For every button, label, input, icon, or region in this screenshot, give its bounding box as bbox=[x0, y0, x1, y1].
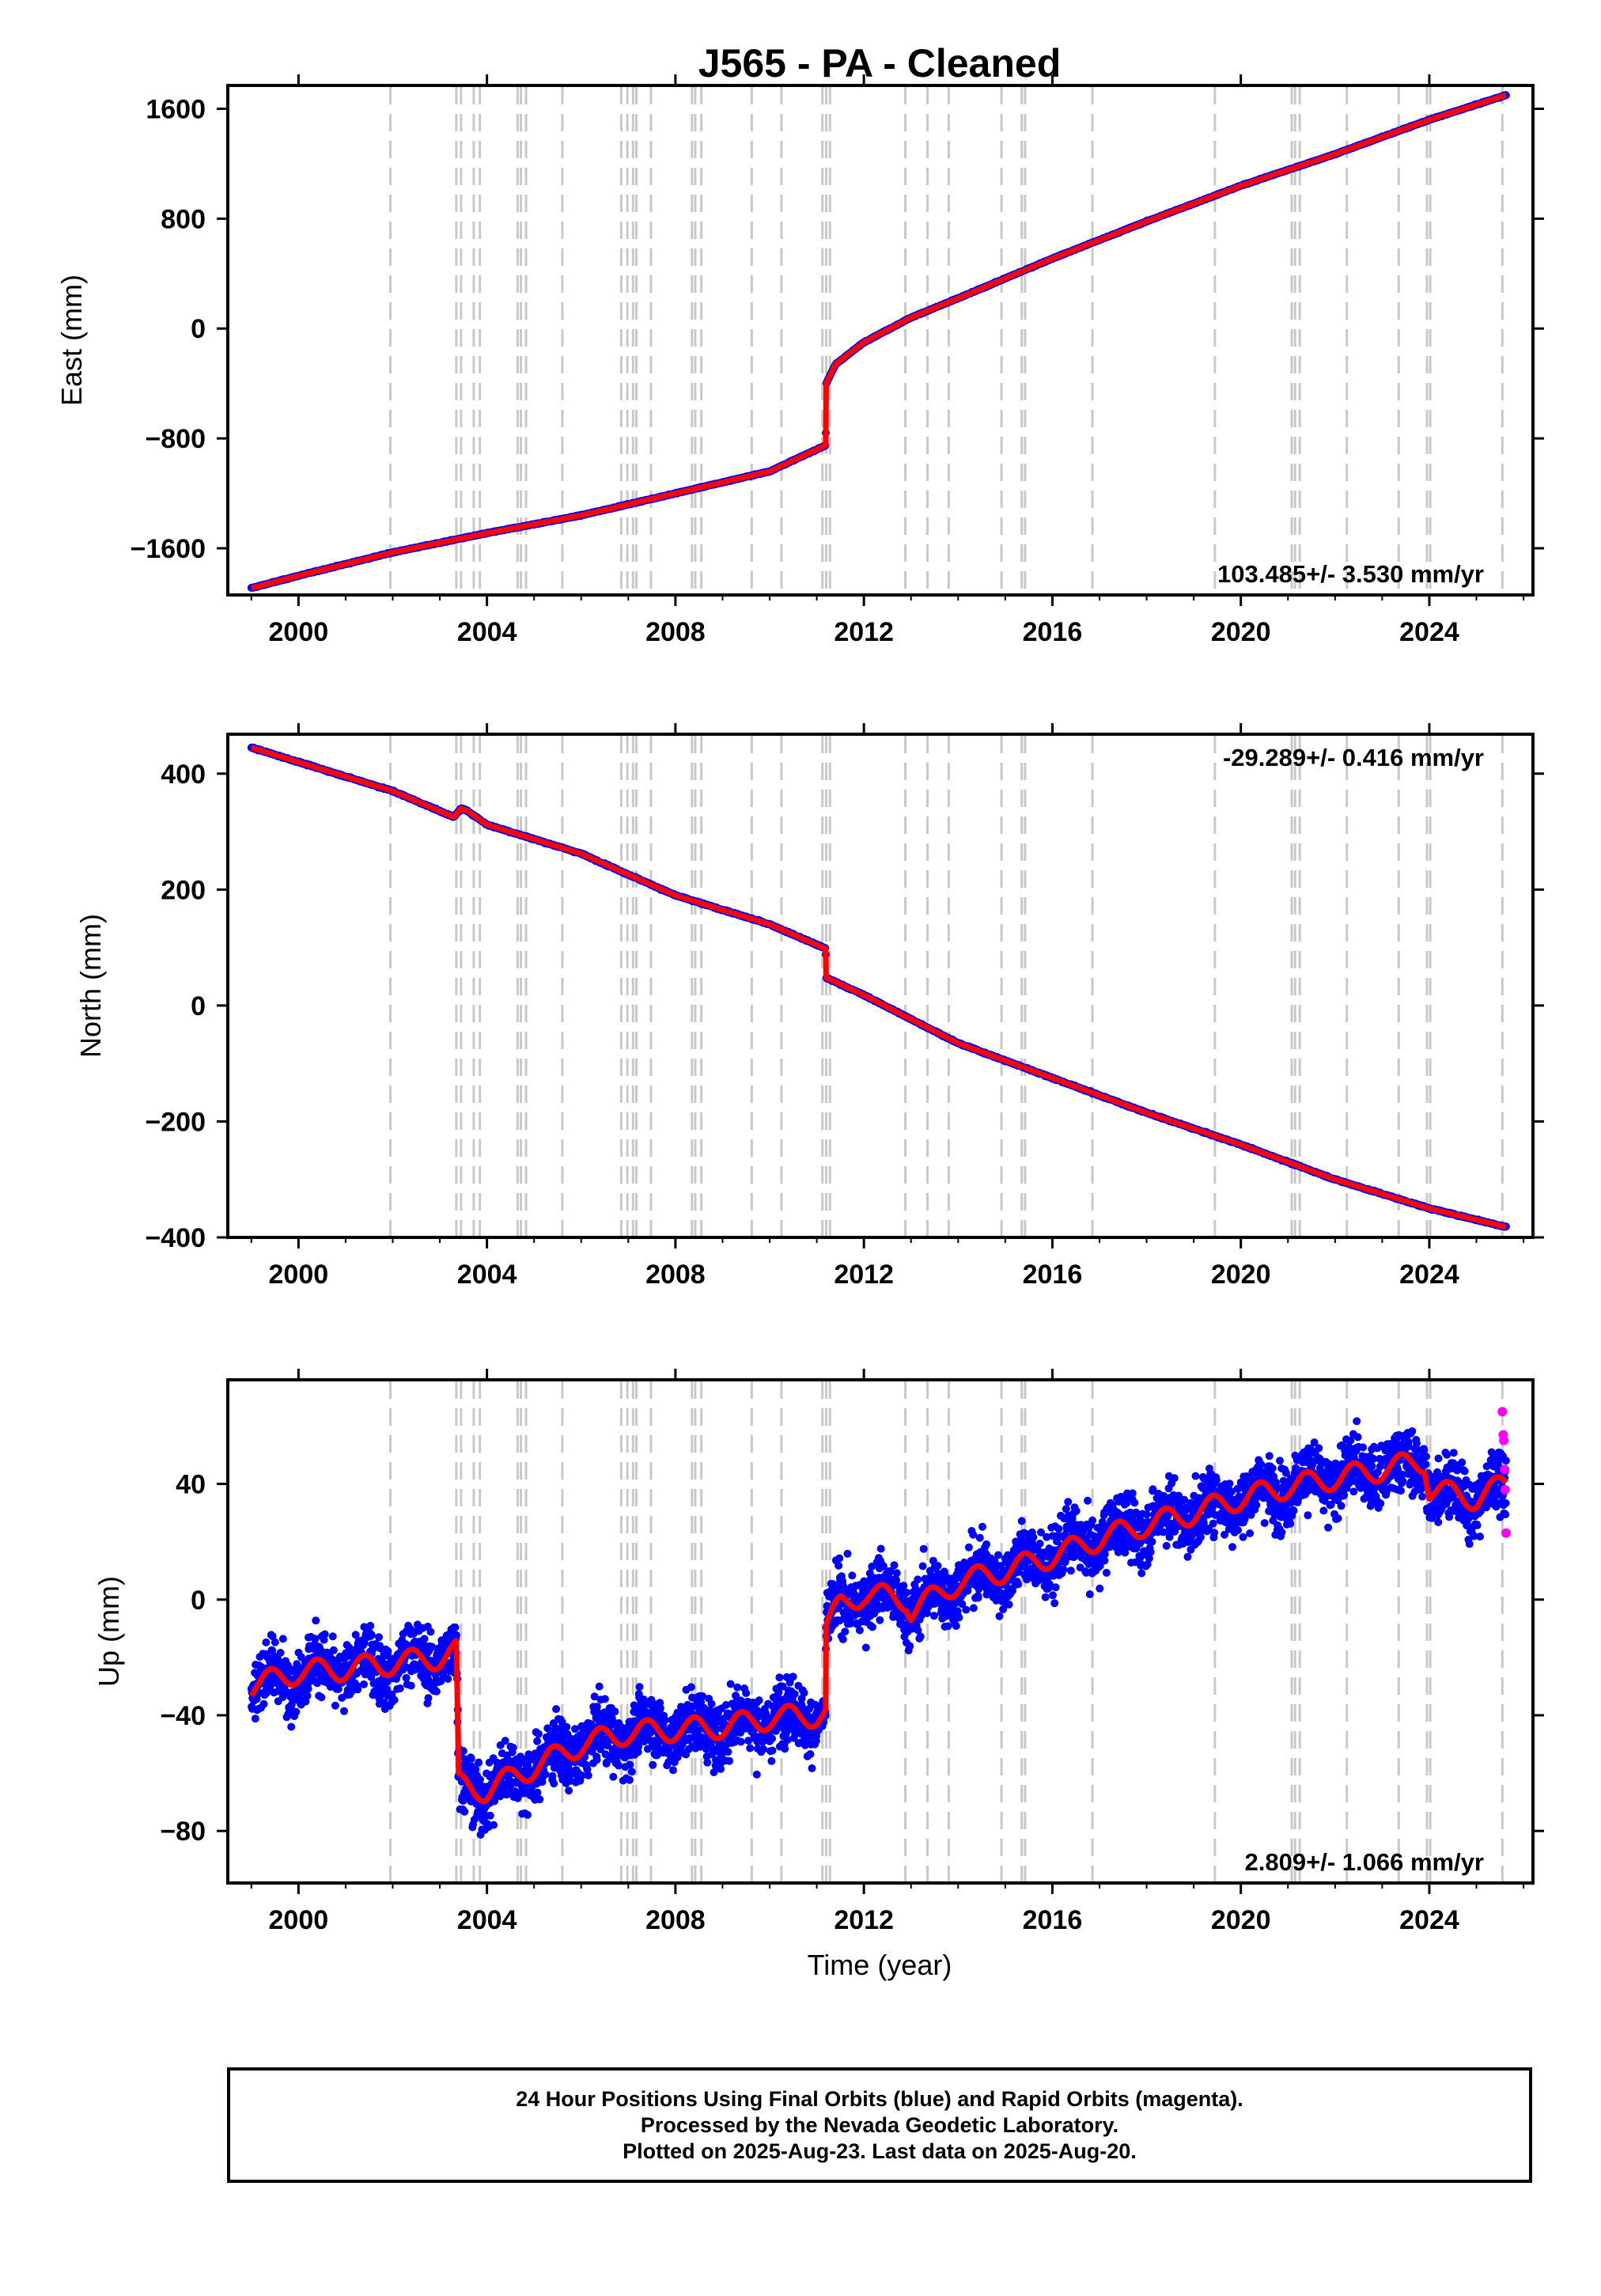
up-data-point bbox=[304, 1684, 312, 1693]
east-ytick-label: 0 bbox=[191, 314, 206, 344]
east-xtick-label: 2020 bbox=[1211, 617, 1271, 647]
east-rate-label: 103.485+/- 3.530 mm/yr bbox=[1217, 560, 1484, 588]
up-data-point bbox=[292, 1707, 301, 1716]
east-final-orbit-points bbox=[247, 91, 1510, 592]
east-xtick-label: 2004 bbox=[457, 617, 517, 647]
north-ytick-label: 400 bbox=[161, 760, 206, 790]
east-xtick-label: 2012 bbox=[834, 617, 894, 647]
up-data-point bbox=[259, 1699, 268, 1708]
east-axis-label: East (mm) bbox=[55, 275, 88, 406]
north-xtick-label: 2016 bbox=[1023, 1260, 1083, 1290]
up-event-lines bbox=[389, 1381, 1504, 1881]
north-xtick-label: 2004 bbox=[457, 1260, 517, 1290]
chart-title: J565 - PA - Cleaned bbox=[698, 41, 1062, 85]
north-final-orbit-points bbox=[247, 743, 1510, 1231]
east-model-line bbox=[248, 92, 1508, 591]
up-data-point bbox=[303, 1692, 312, 1700]
up-data-point bbox=[320, 1630, 329, 1639]
up-data-point bbox=[317, 1693, 326, 1702]
east-ytick-label: 800 bbox=[161, 204, 206, 234]
east-ytick-label: −800 bbox=[145, 424, 206, 454]
north-ytick-label: 0 bbox=[191, 991, 206, 1021]
up-data-point bbox=[287, 1722, 296, 1731]
north-rate-label: -29.289+/- 0.416 mm/yr bbox=[1223, 744, 1484, 771]
east-xtick-label: 2008 bbox=[645, 617, 706, 647]
north-panel: −400 −200 0 200 400 2000 2004 2008 2012 2016 2020 2… bbox=[74, 723, 1544, 1290]
up-data-point bbox=[331, 1701, 339, 1710]
north-ytick-label: −400 bbox=[145, 1223, 206, 1253]
up-data-point bbox=[328, 1632, 337, 1641]
east-xtick-label: 2016 bbox=[1023, 617, 1083, 647]
north-plot-frame bbox=[226, 733, 1535, 1239]
north-model-line bbox=[248, 744, 1508, 1230]
east-model-path bbox=[248, 92, 1508, 591]
up-data-point bbox=[251, 1714, 259, 1723]
north-axes: −400 −200 0 200 400 2000 2004 2008 2012 2016 2020 2… bbox=[145, 723, 1544, 1290]
east-ytick-label: 1600 bbox=[146, 95, 206, 125]
up-data-point bbox=[312, 1616, 320, 1625]
north-xtick-label: 2024 bbox=[1399, 1260, 1459, 1290]
east-xtick-label: 2000 bbox=[269, 617, 329, 647]
up-data-point bbox=[278, 1635, 287, 1643]
north-axis-label: North (mm) bbox=[74, 914, 107, 1058]
up-data-point bbox=[329, 1646, 338, 1654]
up-data-point bbox=[276, 1649, 285, 1657]
north-model-path bbox=[248, 744, 1508, 1230]
north-xtick-label: 2012 bbox=[834, 1260, 894, 1290]
north-event-lines bbox=[389, 736, 1504, 1236]
east-xtick-label: 2024 bbox=[1399, 617, 1459, 647]
north-xtick-label: 2008 bbox=[645, 1260, 706, 1290]
east-panel: −1600 −800 0 800 1600 2000 2004 2008 2012 2016 202… bbox=[55, 74, 1544, 647]
north-ytick-label: −200 bbox=[145, 1107, 206, 1137]
north-xtick-label: 2020 bbox=[1211, 1260, 1271, 1290]
up-data-point bbox=[262, 1638, 271, 1646]
north-xtick-label: 2000 bbox=[269, 1260, 329, 1290]
east-ytick-label: −1600 bbox=[131, 534, 206, 564]
up-data-point bbox=[311, 1635, 320, 1643]
east-plot-frame bbox=[226, 84, 1535, 597]
east-event-lines bbox=[389, 87, 1504, 593]
up-data-point bbox=[271, 1638, 279, 1646]
north-ytick-label: 200 bbox=[161, 875, 206, 905]
